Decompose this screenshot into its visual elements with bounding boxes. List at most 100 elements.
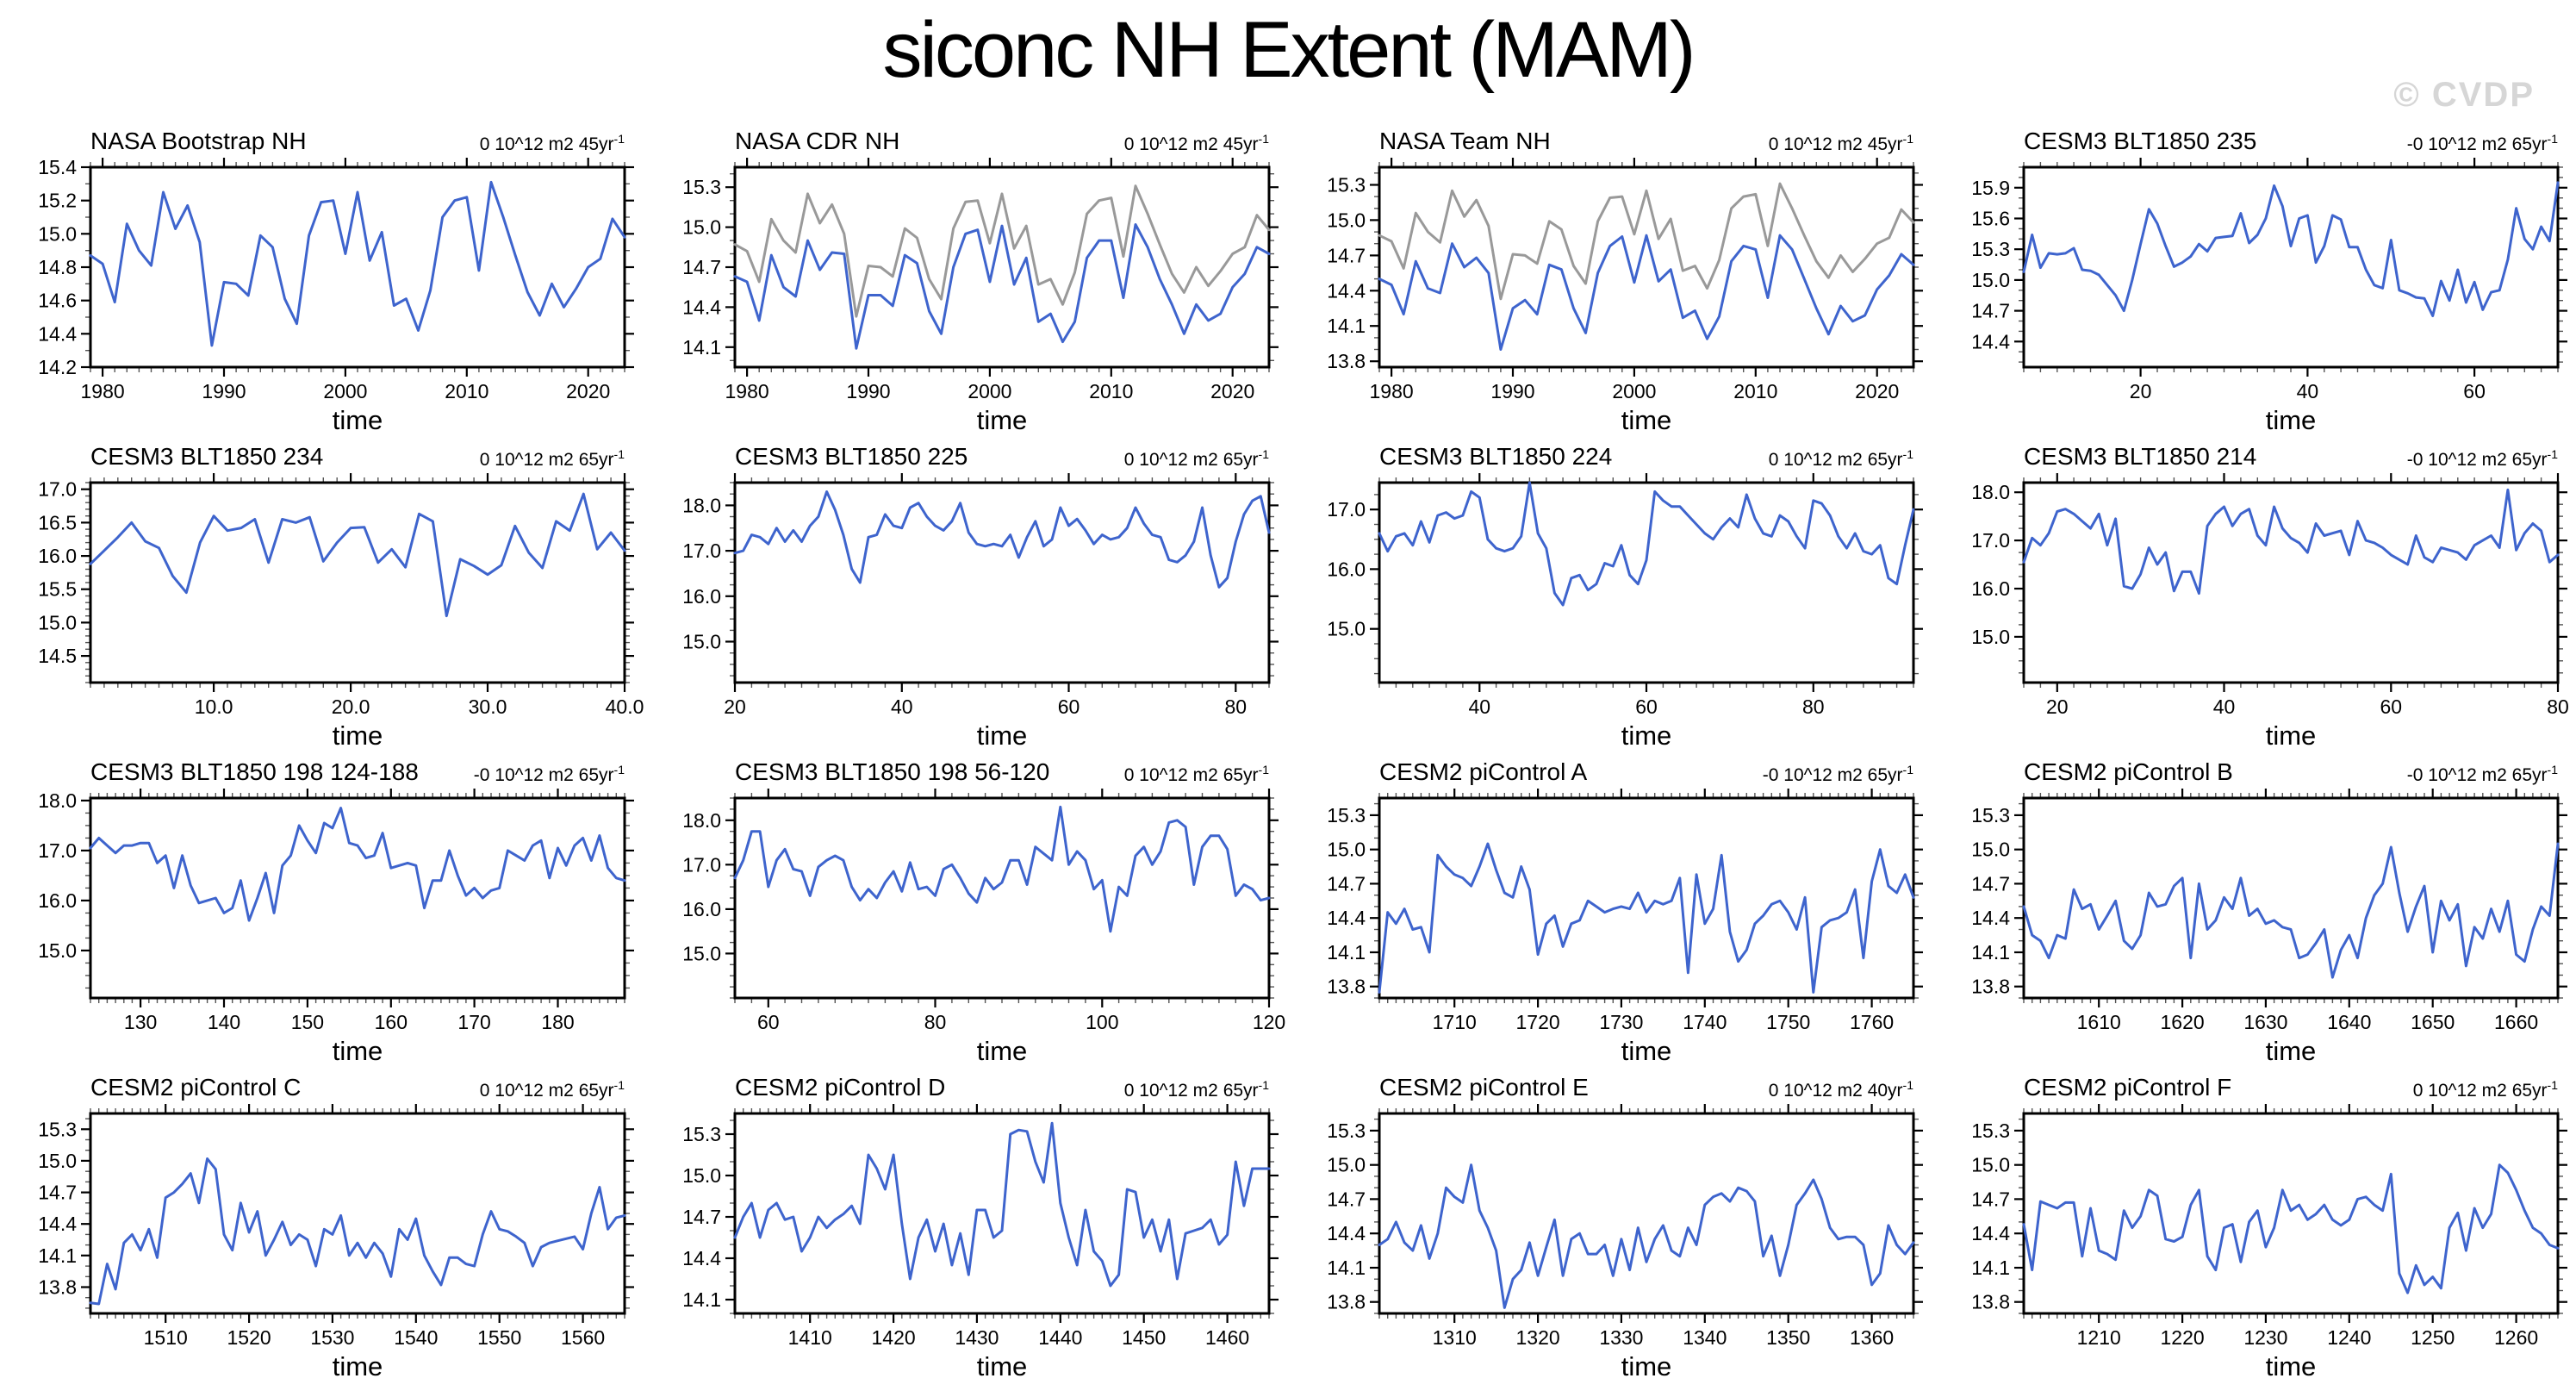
trend-units-exponent: -1 [2547, 763, 2558, 776]
y-tick-label: 14.7 [682, 256, 721, 278]
x-tick-label: 180 [541, 1011, 574, 1033]
plot-frame [89, 481, 626, 684]
panel-title: CESM3 BLT1850 224 [1379, 443, 1613, 470]
y-tick-label: 15.0 [1971, 269, 2010, 291]
x-tick-label: 40 [891, 695, 913, 718]
trend-units-text: 0 10^12 m2 65yr [2412, 1081, 2548, 1101]
panel-header: CESM2 piControl A -0 10^12 m2 65yr-1 [1379, 758, 1913, 786]
x-tick-label: 140 [208, 1011, 240, 1033]
x-tick-label: 1710 [1433, 1011, 1477, 1033]
axes: 1710 1720 1730 1740 1750 1760 13.8 14.1 14.4 14.7… [1327, 789, 1923, 1033]
trend-units-label: 0 10^12 m2 45yr-1 [1124, 132, 1269, 155]
trend-units-exponent: -1 [1258, 132, 1269, 146]
x-tick-label: 150 [291, 1011, 324, 1033]
y-tick-label: 17.0 [38, 478, 77, 501]
trend-units-label: -0 10^12 m2 65yr-1 [2407, 763, 2558, 786]
panel-title: CESM3 BLT1850 214 [2024, 443, 2257, 470]
y-tick-label: 15.0 [1971, 626, 2010, 648]
y-tick-label: 15.3 [1971, 238, 2010, 260]
y-tick-label: 14.2 [38, 356, 77, 378]
trend-units-label: 0 10^12 m2 65yr-1 [2413, 1078, 2558, 1101]
y-tick-label: 18.0 [682, 494, 721, 516]
data-line [1378, 481, 1915, 607]
y-tick-label: 14.4 [682, 1247, 721, 1269]
x-axis-label: time [332, 1351, 383, 1381]
x-tick-label: 60 [1058, 695, 1080, 718]
chart-panel-nasa-bootstrap-nh: NASA Bootstrap NH 0 10^12 m2 45yr-1 1980… [26, 128, 663, 436]
y-tick-label: 14.7 [1971, 1188, 2010, 1210]
x-tick-label: 1250 [2411, 1326, 2455, 1349]
timeseries-plot: 1310 1320 1330 1340 1350 1360 13.8 14.1 14.4 14.7… [1327, 1104, 1923, 1349]
trend-units-text: 0 10^12 m2 45yr [1768, 134, 1903, 154]
panel-title: CESM2 piControl E [1379, 1074, 1589, 1101]
trend-units-text: 0 10^12 m2 65yr [1768, 450, 1903, 470]
y-tick-label: 13.8 [1327, 1291, 1366, 1313]
trend-units-label: 0 10^12 m2 65yr-1 [1769, 447, 1913, 471]
trend-units-text: 0 10^12 m2 65yr [479, 1081, 614, 1101]
trend-units-label: 0 10^12 m2 65yr-1 [480, 1078, 625, 1101]
trend-units-label: -0 10^12 m2 65yr-1 [1763, 763, 1913, 786]
y-tick-label: 15.6 [1971, 208, 2010, 230]
y-tick-label: 15.3 [1327, 174, 1366, 196]
plot-frame [733, 481, 1271, 684]
x-tick-label: 170 [457, 1011, 490, 1033]
plot-frame [1378, 1112, 1915, 1315]
trend-units-exponent: -1 [613, 763, 625, 776]
y-tick-label: 15.3 [1327, 1119, 1366, 1142]
axes: 20 40 60 80 15.0 16.0 17.0 18.0 [682, 473, 1279, 718]
plot-frame [733, 165, 1271, 369]
data-line [89, 180, 626, 347]
timeseries-plot: 10.0 20.0 30.0 40.0 14.5 15.0 15.5 16.0 16.5 17.0 [38, 473, 644, 718]
chart-panel-cesm2-picontrol-c: CESM2 piControl C 0 10^12 m2 65yr-1 1510… [26, 1074, 663, 1382]
axes: 1510 1520 1530 1540 1550 1560 13.8 14.1 14.4 14.7… [38, 1104, 634, 1349]
y-tick-label: 15.3 [38, 1118, 77, 1140]
y-tick-label: 14.4 [1971, 1222, 2010, 1244]
y-tick-label: 15.0 [38, 222, 77, 245]
panel-title: NASA CDR NH [735, 128, 900, 154]
x-tick-label: 60 [757, 1011, 780, 1033]
plot-frame [2022, 165, 2560, 369]
panel-header: CESM3 BLT1850 198 124-188 -0 10^12 m2 65… [90, 758, 625, 786]
x-tick-label: 1560 [561, 1326, 605, 1349]
panel-title: CESM2 piControl A [1379, 758, 1588, 785]
chart-panel-cesm3-blt1850-224: CESM3 BLT1850 224 0 10^12 m2 65yr-1 40 60… [1315, 443, 1952, 752]
x-axis-label: time [1621, 1036, 1672, 1066]
x-tick-label: 80 [924, 1011, 947, 1033]
panel-title: CESM3 BLT1850 198 56-120 [735, 758, 1050, 785]
y-tick-label: 13.8 [1327, 350, 1366, 372]
trend-units-text: 0 10^12 m2 65yr [479, 450, 614, 470]
x-tick-label: 160 [375, 1011, 408, 1033]
x-tick-label: 1740 [1683, 1011, 1727, 1033]
x-axis-label: time [976, 1351, 1028, 1381]
x-tick-label: 40 [2297, 380, 2319, 402]
trend-units-text: 0 10^12 m2 45yr [479, 134, 614, 154]
x-tick-label: 100 [1086, 1011, 1118, 1033]
x-tick-label: 2000 [968, 380, 1011, 402]
x-tick-label: 40.0 [606, 695, 644, 718]
chart-panel-nasa-team-nh: NASA Team NH 0 10^12 m2 45yr-1 1980 1990 2… [1315, 128, 1952, 436]
y-tick-label: 14.7 [1971, 300, 2010, 322]
timeseries-plot: 1510 1520 1530 1540 1550 1560 13.8 14.1 14.4 14.7… [38, 1104, 634, 1349]
y-tick-label: 18.0 [1971, 481, 2010, 503]
panel-header: CESM3 BLT1850 225 0 10^12 m2 65yr-1 [735, 443, 1269, 471]
x-axis-label: time [2265, 720, 2317, 751]
trend-units-text: 0 10^12 m2 65yr [1123, 450, 1259, 470]
x-tick-label: 1990 [1490, 380, 1534, 402]
trend-units-label: 0 10^12 m2 45yr-1 [1769, 132, 1913, 155]
x-axis-label: time [976, 405, 1028, 435]
plot-frame [89, 165, 626, 369]
y-tick-label: 15.0 [1971, 839, 2010, 861]
data-line [733, 223, 1271, 350]
x-tick-label: 130 [124, 1011, 157, 1033]
x-tick-label: 1240 [2327, 1326, 2371, 1349]
x-tick-label: 1210 [2077, 1326, 2121, 1349]
axes: 1410 1420 1430 1440 1450 1460 14.1 14.4 14.7 15.0… [682, 1104, 1279, 1349]
data-line [1378, 1163, 1915, 1309]
plot-frame [1378, 481, 1915, 684]
y-tick-label: 15.0 [682, 216, 721, 239]
x-tick-label: 2010 [445, 380, 488, 402]
y-tick-label: 15.0 [1327, 618, 1366, 640]
x-tick-label: 20 [2130, 380, 2152, 402]
panel-title: CESM2 piControl B [2024, 758, 2233, 785]
x-tick-label: 1450 [1122, 1326, 1166, 1349]
